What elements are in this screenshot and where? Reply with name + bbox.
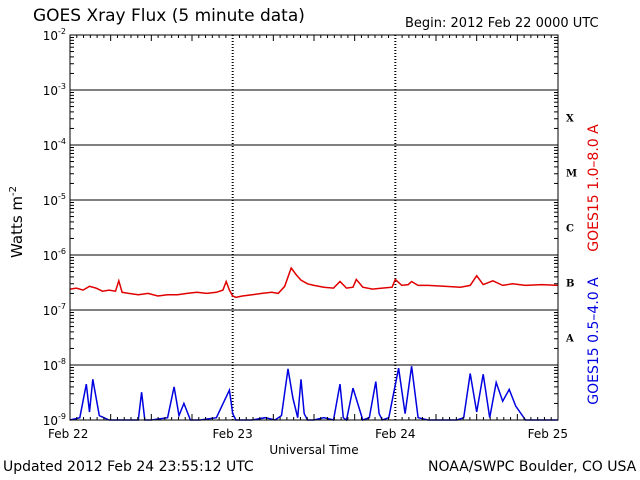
x-tick-label: Feb 23 [212,427,252,441]
y-tick-base: 10 [43,414,58,428]
begin-time-label: Begin: 2012 Feb 22 0000 UTC [405,16,599,31]
y-tick-label: 10-9 [43,412,66,428]
y-tick-label: 10-8 [43,357,66,373]
y-tick-label: 10-2 [43,27,66,43]
y-tick-base: 10 [43,84,58,98]
y-axis-label-exponent: -2 [8,186,19,196]
x-axis-label: Universal Time [269,443,358,457]
flare-class-label: X [566,114,574,125]
grid-layer [70,35,558,420]
y-tick-label: 10-6 [43,247,66,263]
y-tick-base: 10 [43,29,58,43]
plot-frame [69,34,559,421]
y-tick-label: 10-3 [43,82,66,98]
y-tick-exponent: -2 [58,27,66,36]
y-tick-base: 10 [43,249,58,263]
series-line [69,366,558,422]
y-tick-exponent: -9 [58,412,66,421]
y-tick-exponent: -5 [58,192,66,201]
y-axis-label: Watts m-2 [8,186,26,258]
y-tick-label: 10-4 [43,137,66,153]
chart-title: GOES Xray Flux (5 minute data) [33,6,305,26]
y-tick-base: 10 [43,139,58,153]
y-tick-exponent: -6 [58,247,66,256]
series-line [69,266,559,299]
y-tick-exponent: -7 [58,302,66,311]
flare-class-label: C [566,224,574,235]
x-tick-label: Feb 24 [375,427,415,441]
flare-class-label: B [566,279,574,290]
y-tick-label: 10-5 [43,192,66,208]
series-legend-label: GOES15 1.0–8.0 A [586,124,602,252]
y-tick-base: 10 [43,304,58,318]
y-tick-exponent: -4 [58,137,66,146]
updated-timestamp: Updated 2012 Feb 24 23:55:12 UTC [3,459,254,475]
series-layer [69,266,559,422]
x-tick-label: Feb 25 [528,427,568,441]
flare-class-label: A [565,334,574,345]
y-tick-base: 10 [43,359,58,373]
y-tick-exponent: -8 [58,357,66,366]
x-tick-label: Feb 22 [48,427,88,441]
y-axis-label-base: Watts m [8,196,26,258]
y-tick-base: 10 [43,194,58,208]
series-legend-label: GOES15 0.5–4.0 A [586,277,602,405]
y-tick-label: 10-7 [43,302,66,318]
source-credit: NOAA/SWPC Boulder, CO USA [428,459,637,475]
y-tick-exponent: -3 [58,82,66,91]
flare-class-label: M [566,169,577,180]
